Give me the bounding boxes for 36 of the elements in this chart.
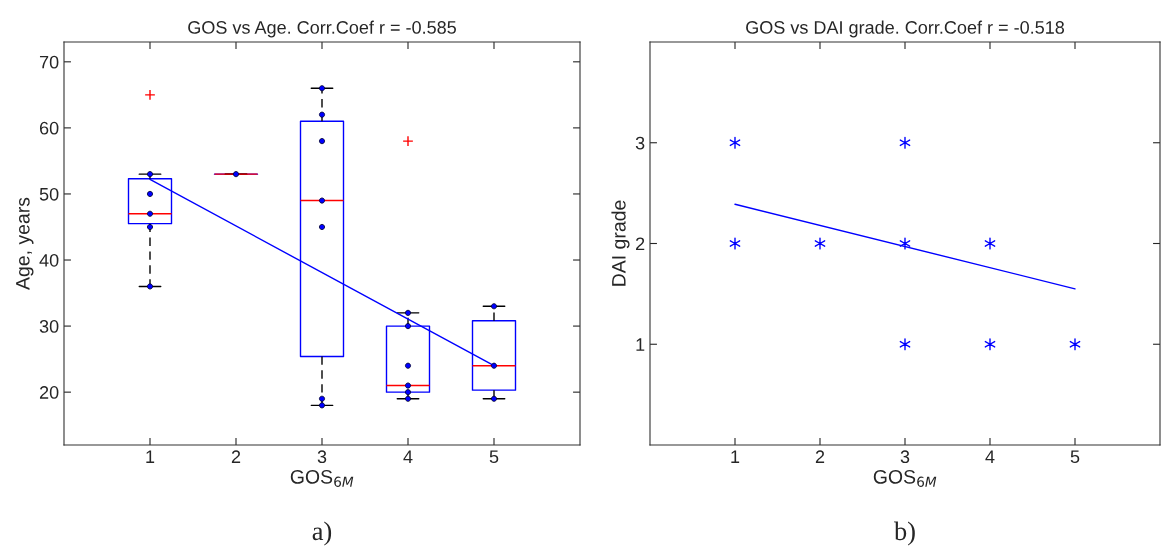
- x-tick-label: 1: [146, 450, 155, 463]
- y-tick-label: 40: [39, 253, 59, 267]
- x-tick-label: 2: [231, 450, 241, 463]
- y-axis-title: DAI grade: [611, 200, 630, 286]
- y-tick-label: 20: [39, 386, 59, 399]
- y-tick-label: 3: [635, 136, 645, 150]
- y-tick-label: 70: [39, 55, 59, 69]
- x-axis-title: GOS$_{6M}$: [873, 469, 937, 487]
- y-axis-title: Age, years: [16, 197, 34, 290]
- point: [729, 237, 741, 250]
- point: [899, 136, 911, 149]
- point: [729, 136, 741, 149]
- y-tick-label: 50: [39, 187, 59, 201]
- point: [899, 338, 911, 351]
- y-tick-label: 30: [39, 320, 59, 333]
- text: b): [894, 521, 915, 546]
- x-tick-label: 3: [900, 450, 910, 464]
- point: [984, 237, 996, 250]
- point: [814, 237, 826, 250]
- x-tick-label: 4: [985, 450, 995, 463]
- x-tick-label: 5: [1070, 450, 1080, 464]
- x-tick-label: 1: [731, 450, 740, 463]
- x-tick-label: 3: [317, 450, 327, 464]
- point: [1069, 338, 1081, 351]
- y-tick-label: 2: [636, 237, 645, 251]
- x-axis-title: GOS$_{6M}$: [290, 469, 354, 487]
- y-tick-label: 60: [39, 121, 59, 135]
- point: [984, 338, 996, 351]
- x-tick-label: 4: [403, 450, 413, 463]
- text: a): [312, 521, 332, 546]
- point: [899, 237, 911, 250]
- x-tick-label: 5: [489, 450, 499, 464]
- y-tick-label: 1: [636, 338, 645, 351]
- chart-title: GOS vs Age. Corr.Coef r = -0.585: [188, 20, 456, 38]
- chart-title: GOS vs DAI grade. Corr.Coef r = -0.518: [746, 20, 1065, 38]
- x-tick-label: 2: [815, 450, 825, 463]
